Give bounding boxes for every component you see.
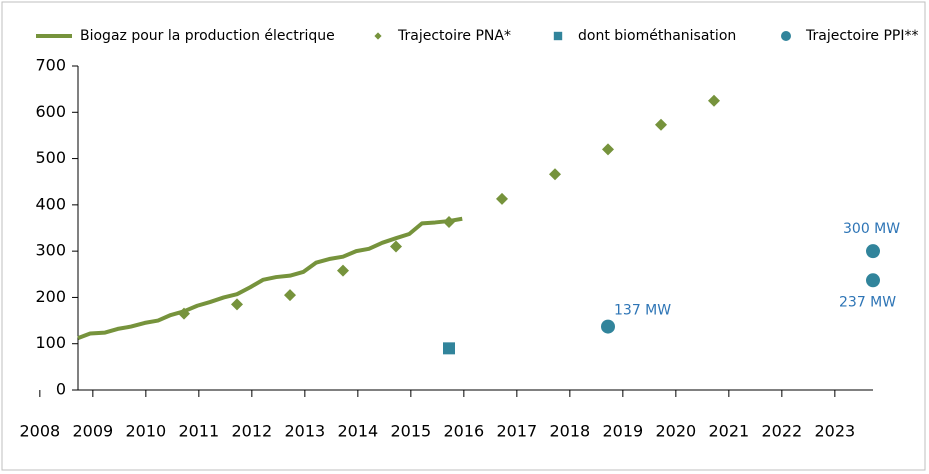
legend-swatch — [781, 31, 791, 41]
point — [443, 342, 455, 355]
x-tick-label: 2022 — [761, 422, 802, 441]
data-line — [77, 216, 463, 341]
y-tick-label: 400 — [35, 194, 66, 213]
point — [443, 215, 455, 228]
x-tick-label: 2010 — [125, 422, 166, 441]
point — [178, 307, 190, 320]
x-tick-label: 2011 — [178, 422, 219, 441]
x-tick-label: 2019 — [602, 422, 643, 441]
legend-label: Trajectoire PPI** — [805, 28, 919, 44]
x-tick-label: 2023 — [814, 422, 855, 441]
value-label: 300 MW — [843, 221, 900, 237]
point — [549, 168, 561, 181]
x-tick-label: 2015 — [390, 422, 431, 441]
point — [284, 289, 296, 302]
x-tick-label: 2016 — [443, 422, 484, 441]
point — [602, 143, 614, 156]
x-tick-label: 2013 — [284, 422, 325, 441]
x-tick-label: 2014 — [337, 422, 378, 441]
x-tick-label: 2008 — [19, 422, 60, 441]
point — [708, 94, 720, 107]
y-tick-label: 300 — [35, 241, 66, 260]
point — [866, 273, 880, 288]
x-tick-label: 2017 — [496, 422, 537, 441]
point — [231, 298, 243, 311]
point — [337, 264, 349, 277]
y-tick-label: 0 — [56, 380, 66, 399]
y-tick-label: 600 — [35, 102, 66, 121]
x-tick-label: 2012 — [231, 422, 272, 441]
point — [390, 240, 402, 253]
value-label: 137 MW — [614, 303, 671, 319]
x-tick-label: 2018 — [549, 422, 590, 441]
legend-label: dont biométhanisation — [578, 28, 736, 44]
value-label: 237 MW — [839, 294, 896, 310]
y-tick-label: 100 — [35, 333, 66, 352]
legend-label: Biogaz pour la production électrique — [80, 28, 335, 44]
y-tick-label: 700 — [35, 56, 66, 75]
x-tick-label: 2009 — [72, 422, 113, 441]
y-tick-label: 200 — [35, 287, 66, 306]
legend-swatch — [553, 31, 563, 41]
y-tick-label: 500 — [35, 148, 66, 167]
point — [496, 192, 508, 205]
legend-label: Trajectoire PNA* — [397, 28, 511, 44]
legend-swatch — [374, 32, 382, 40]
x-tick-label: 2021 — [708, 422, 749, 441]
point — [866, 244, 880, 259]
point — [655, 118, 667, 131]
x-tick-label: 2020 — [655, 422, 696, 441]
point — [601, 319, 615, 334]
